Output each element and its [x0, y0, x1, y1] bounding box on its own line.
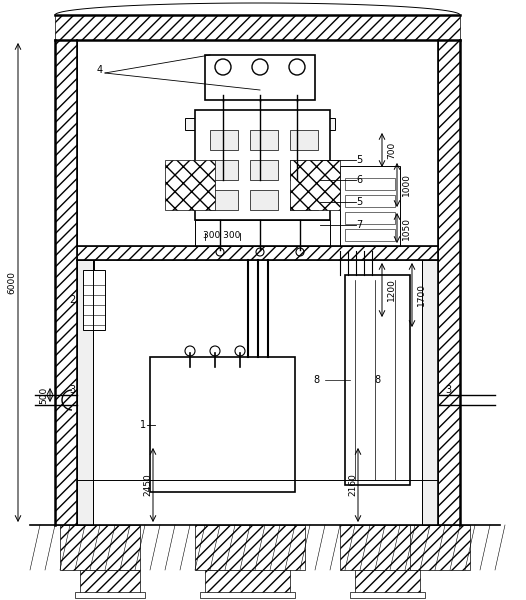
Bar: [83, 270, 105, 330]
Bar: [197, 375, 207, 480]
Bar: [175, 367, 265, 385]
Text: 5: 5: [356, 197, 362, 207]
Bar: [250, 160, 278, 180]
Text: 8: 8: [374, 375, 380, 385]
Bar: [290, 190, 318, 210]
Bar: [210, 130, 238, 150]
Bar: [200, 592, 295, 598]
Bar: [422, 260, 438, 525]
Bar: [250, 130, 278, 150]
Text: 6: 6: [356, 175, 362, 185]
Bar: [345, 212, 395, 224]
Bar: [80, 570, 140, 595]
Text: 700: 700: [387, 142, 396, 158]
Bar: [345, 275, 410, 485]
Bar: [210, 190, 238, 210]
Text: 3: 3: [445, 385, 451, 395]
Text: 1000: 1000: [402, 173, 411, 196]
Bar: [345, 178, 395, 190]
Bar: [55, 15, 460, 40]
Bar: [345, 195, 395, 207]
Bar: [245, 375, 255, 480]
Bar: [290, 130, 318, 150]
Text: 1: 1: [140, 420, 146, 430]
Bar: [410, 525, 470, 570]
Bar: [213, 375, 223, 480]
Bar: [261, 375, 271, 480]
Bar: [55, 40, 77, 525]
Bar: [340, 166, 400, 246]
Bar: [60, 525, 140, 570]
Bar: [355, 570, 420, 595]
Text: 1200: 1200: [387, 278, 396, 301]
Bar: [290, 160, 340, 210]
Text: 3: 3: [69, 385, 75, 395]
Text: 1050: 1050: [402, 217, 411, 239]
Text: 2450: 2450: [144, 473, 153, 496]
Bar: [181, 375, 191, 480]
Bar: [345, 229, 395, 241]
Bar: [195, 220, 330, 246]
Text: 1700: 1700: [417, 283, 426, 307]
Bar: [210, 160, 238, 180]
Bar: [185, 118, 335, 130]
Text: 300 300: 300 300: [204, 230, 241, 239]
Text: 2160: 2160: [349, 473, 358, 496]
Text: 4: 4: [97, 65, 103, 75]
Bar: [205, 570, 290, 595]
Text: 500: 500: [39, 386, 48, 404]
Text: 5: 5: [356, 155, 362, 165]
Text: 7: 7: [356, 220, 362, 230]
Bar: [350, 592, 425, 598]
Bar: [250, 190, 278, 210]
Bar: [438, 40, 460, 525]
Text: 8: 8: [314, 375, 320, 385]
Text: 6000: 6000: [7, 271, 16, 294]
Bar: [165, 375, 175, 480]
Bar: [155, 365, 285, 485]
Bar: [205, 55, 315, 100]
Bar: [165, 160, 215, 210]
Bar: [195, 525, 305, 570]
Bar: [150, 357, 295, 492]
Bar: [77, 246, 438, 260]
Bar: [75, 592, 145, 598]
Bar: [77, 260, 93, 525]
Bar: [229, 375, 239, 480]
Bar: [195, 110, 330, 220]
Bar: [340, 525, 420, 570]
Bar: [290, 160, 318, 180]
Text: 2: 2: [69, 295, 75, 305]
